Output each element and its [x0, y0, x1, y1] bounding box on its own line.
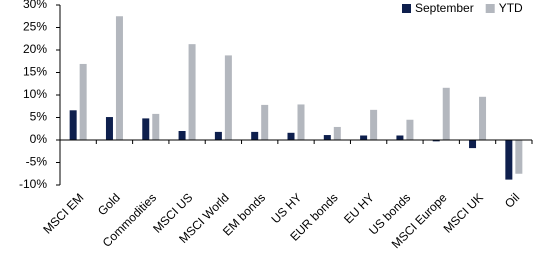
- y-tick-label: 0%: [30, 132, 48, 146]
- bar: [432, 140, 440, 142]
- bar: [224, 55, 232, 140]
- bar: [515, 140, 523, 174]
- y-tick-label: 25%: [23, 20, 47, 34]
- bar: [505, 140, 513, 180]
- bar: [188, 44, 196, 140]
- y-tick-label: 30%: [23, 0, 47, 11]
- legend-label: YTD: [499, 1, 523, 15]
- bar: [370, 109, 378, 140]
- bar: [261, 104, 269, 140]
- y-tick-label: 20%: [23, 42, 47, 56]
- x-tick-label: MSCI EM: [40, 190, 86, 236]
- x-tick-label: Gold: [95, 190, 123, 218]
- bar: [142, 118, 150, 140]
- bar: [333, 126, 341, 140]
- bar: [297, 104, 305, 140]
- bar: [105, 117, 113, 140]
- bar: [323, 135, 331, 140]
- bar: [479, 96, 487, 140]
- bar: [115, 16, 123, 140]
- y-tick-label: 15%: [23, 65, 47, 79]
- y-tick-label: -10%: [19, 177, 47, 191]
- bar: [214, 131, 222, 140]
- bar: [469, 140, 477, 149]
- legend-swatch: [402, 4, 411, 13]
- legend-swatch: [485, 4, 495, 13]
- x-tick-label: Oil: [502, 190, 522, 210]
- bar: [69, 110, 77, 140]
- bar: [360, 135, 368, 140]
- bar: [79, 63, 87, 141]
- bar: [396, 135, 404, 140]
- y-tick-label: -5%: [26, 155, 48, 169]
- x-tick-label: MSCI UK: [441, 190, 486, 235]
- bar: [406, 119, 414, 140]
- y-tick-label: 5%: [30, 110, 48, 124]
- legend-label: September: [415, 1, 474, 15]
- bar: [178, 131, 186, 140]
- bar: [251, 131, 259, 140]
- bar: [442, 87, 450, 140]
- y-tick-label: 10%: [23, 87, 47, 101]
- bar: [287, 132, 295, 140]
- bar: [152, 113, 160, 140]
